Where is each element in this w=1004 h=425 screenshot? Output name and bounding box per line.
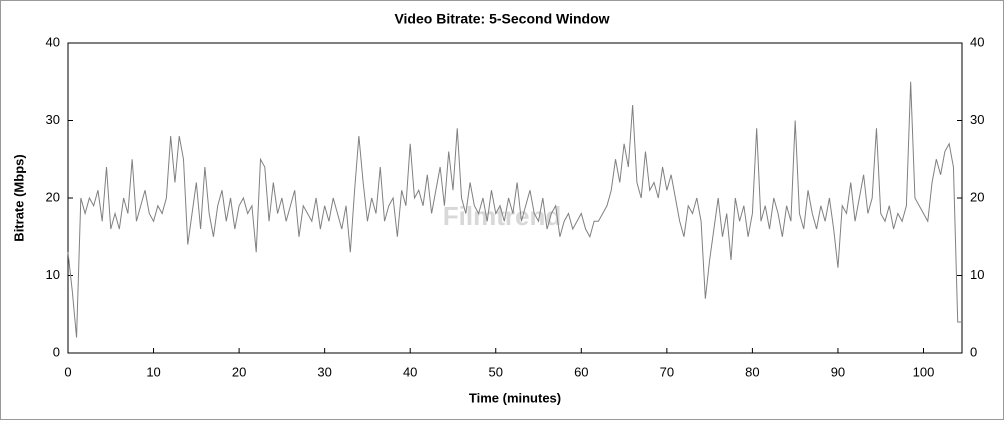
x-tick-label: 60	[574, 364, 588, 379]
x-tick-label: 40	[403, 364, 417, 379]
x-tick-label: 0	[64, 364, 71, 379]
y-axis-label: Bitrate (Mbps)	[11, 154, 26, 241]
y-tick-label: 10	[46, 267, 60, 282]
y2-tick-label: 0	[970, 344, 977, 359]
x-tick-label: 10	[146, 364, 160, 379]
chart-title: Video Bitrate: 5-Second Window	[394, 11, 609, 27]
x-tick-label: 20	[232, 364, 246, 379]
x-tick-label: 50	[489, 364, 503, 379]
x-tick-label: 70	[660, 364, 674, 379]
y2-tick-label: 40	[970, 34, 984, 49]
x-axis-label: Time (minutes)	[469, 390, 561, 405]
y2-tick-label: 30	[970, 112, 984, 127]
x-tick-label: 30	[317, 364, 331, 379]
y2-tick-label: 10	[970, 267, 984, 282]
y-tick-label: 0	[53, 344, 60, 359]
y-tick-label: 20	[46, 189, 60, 204]
x-tick-label: 80	[745, 364, 759, 379]
y2-tick-label: 20	[970, 189, 984, 204]
line-series	[67, 81, 962, 338]
y-tick-label: 40	[46, 34, 60, 49]
x-tick-label: 90	[831, 364, 845, 379]
y-tick-label: 30	[46, 112, 60, 127]
x-tick-label: 100	[913, 364, 935, 379]
